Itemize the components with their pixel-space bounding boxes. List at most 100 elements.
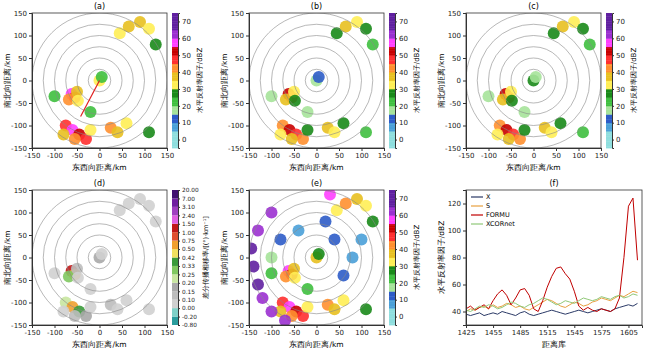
tick: -100 bbox=[264, 148, 280, 160]
tick-mark bbox=[178, 198, 180, 199]
tick-label: -50 bbox=[72, 152, 83, 160]
tick-label: 30 bbox=[399, 86, 408, 94]
tick-mark bbox=[145, 148, 146, 151]
axis-line bbox=[246, 14, 250, 149]
tick: 0.25 bbox=[178, 272, 195, 278]
tick-mark bbox=[574, 325, 575, 328]
tick: 40 bbox=[395, 69, 408, 77]
legend-swatch bbox=[471, 196, 483, 197]
range-ring bbox=[88, 246, 111, 269]
plot-area bbox=[32, 13, 167, 148]
colorbar.ticks-axis: -0.80-0.200.000.100.150.200.250.330.420.… bbox=[178, 187, 199, 328]
tick: 1.50 bbox=[178, 221, 195, 227]
tick-mark bbox=[29, 36, 32, 37]
xticks-axis: -150-100-50050100150 bbox=[242, 325, 392, 337]
tick: 50 bbox=[395, 52, 408, 60]
axis-line bbox=[33, 326, 168, 329]
tick: 0 bbox=[457, 77, 466, 85]
echo-cell bbox=[49, 267, 61, 279]
tick-mark bbox=[246, 258, 249, 259]
colorbar-swatch bbox=[172, 266, 178, 274]
legend-label: XCORnet bbox=[486, 220, 515, 228]
tick-label: 7.00 bbox=[182, 196, 195, 202]
tick: 0.50 bbox=[178, 246, 195, 252]
tick-label: 0.00 bbox=[182, 305, 195, 311]
tick: 60 bbox=[178, 35, 191, 43]
tick-mark bbox=[178, 72, 180, 73]
tick: 0 bbox=[395, 313, 403, 321]
tick: 100 bbox=[355, 148, 368, 160]
tick-mark bbox=[246, 148, 249, 149]
figure-svg: -150-100-50050100150-150-100-50050100150… bbox=[0, 0, 650, 358]
tick: 50 bbox=[335, 148, 344, 160]
tick-label: 100 bbox=[448, 227, 461, 235]
tick-mark bbox=[29, 235, 32, 236]
tick-mark bbox=[178, 249, 180, 250]
tick-mark bbox=[178, 291, 180, 292]
echo-cell bbox=[49, 90, 61, 102]
tick-label: -100 bbox=[228, 122, 244, 130]
tick-label: 0.33 bbox=[182, 263, 195, 269]
tick-label: 40 bbox=[616, 69, 625, 77]
tick: -100 bbox=[228, 122, 249, 130]
range-ring bbox=[55, 36, 145, 126]
tick-label: 1.00 bbox=[182, 230, 195, 236]
tick-label: -50 bbox=[450, 100, 461, 108]
tick-label: 0 bbox=[399, 136, 403, 144]
tick: 100 bbox=[231, 32, 249, 40]
tick: 70 bbox=[395, 18, 408, 26]
tick-label: 40 bbox=[452, 308, 461, 316]
tick-mark bbox=[339, 148, 340, 151]
tick-mark bbox=[178, 106, 180, 107]
tick-mark bbox=[178, 308, 180, 309]
tick: -150 bbox=[11, 145, 32, 153]
echo-cell bbox=[313, 71, 325, 83]
colorbar-swatch bbox=[172, 308, 178, 316]
tick-mark bbox=[628, 325, 629, 328]
tick: 0 bbox=[240, 77, 249, 85]
colorbar-swatch bbox=[172, 291, 178, 299]
tick-mark bbox=[246, 13, 249, 14]
tick: 60 bbox=[395, 212, 408, 220]
tick-label: 60 bbox=[616, 35, 625, 43]
tick-label: -150 bbox=[459, 152, 475, 160]
colorbar.ticks-axis: 010203040506070 bbox=[178, 14, 191, 149]
tick-label: -50 bbox=[16, 277, 27, 285]
plot-background bbox=[249, 13, 384, 148]
plot-frame bbox=[32, 13, 167, 148]
tick-mark bbox=[178, 266, 180, 267]
colorbar-title: 水平反射率因子/dBZ bbox=[196, 48, 204, 114]
tick-mark bbox=[29, 213, 32, 214]
tick: 0 bbox=[315, 148, 319, 160]
axis-line bbox=[246, 191, 250, 326]
tick: 50 bbox=[335, 325, 344, 337]
echo-cell bbox=[340, 198, 352, 210]
y-axis-title: 南北向距离/km bbox=[437, 53, 446, 107]
xticks-axis: -150-100-50050100150 bbox=[25, 325, 175, 337]
tick: 20 bbox=[612, 103, 625, 111]
tick-mark bbox=[395, 283, 397, 284]
tick-label: 150 bbox=[595, 152, 608, 160]
tick-mark bbox=[55, 148, 56, 151]
tick: -50 bbox=[16, 100, 32, 108]
tick-mark bbox=[395, 72, 397, 73]
echo-cell bbox=[360, 303, 372, 315]
tick-label: -50 bbox=[233, 100, 244, 108]
tick-label: 70 bbox=[399, 18, 408, 26]
tick: 0.15 bbox=[178, 289, 195, 295]
echo-cell bbox=[143, 303, 155, 315]
echo-cell bbox=[302, 301, 314, 313]
tick-mark bbox=[463, 126, 466, 127]
tick-label: 30 bbox=[616, 86, 625, 94]
tick-label: 10 bbox=[182, 119, 191, 127]
tick-label: 20 bbox=[399, 280, 408, 288]
tick-mark bbox=[29, 325, 32, 326]
tick: 0.10 bbox=[178, 297, 195, 303]
range-ring bbox=[249, 13, 384, 148]
tick-mark bbox=[272, 325, 273, 328]
tick-mark bbox=[178, 190, 180, 191]
tick: 50 bbox=[18, 55, 32, 63]
panel-title: (f) bbox=[549, 179, 558, 188]
tick-mark bbox=[246, 235, 249, 236]
panel-title: (b) bbox=[311, 2, 322, 11]
